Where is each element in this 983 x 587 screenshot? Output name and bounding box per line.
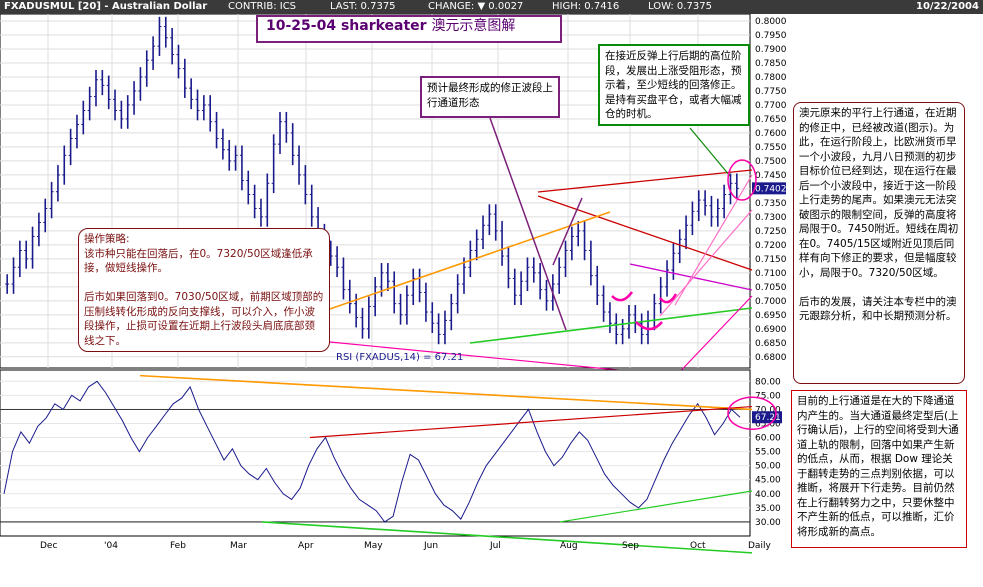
price-tick-label: 0.7350 <box>755 199 787 209</box>
price-tick-label: 0.7950 <box>755 31 787 41</box>
high-label: HIGH: 0.7416 <box>552 1 620 12</box>
price-tick-label: 0.6900 <box>755 325 787 335</box>
rsi-tick-label: 45.00 <box>755 476 781 486</box>
price-tick-label: 0.7000 <box>755 297 787 307</box>
right-bottom-annotation: 目前的上行通道是在大的下降通道内产生的。当大通道最终定型后(上行确认后)，上行的… <box>791 390 967 548</box>
rsi-tick-label: 40.00 <box>755 490 781 500</box>
price-tick-label: 0.7800 <box>755 73 787 83</box>
month-label: May <box>364 541 383 551</box>
rsi-tick-label: 80.00 <box>755 377 781 387</box>
month-label: Feb <box>170 541 186 551</box>
rsi-tick-label: 35.00 <box>755 504 781 514</box>
month-label: Dec <box>40 541 57 551</box>
price-tick-label: 0.6800 <box>755 353 787 363</box>
green-pointer <box>689 127 731 177</box>
top-ellipse <box>727 159 757 201</box>
price-tick-label: 0.7900 <box>755 45 787 55</box>
rsi-tick-label: 60.00 <box>755 434 781 444</box>
purple-arrow-up <box>552 197 583 266</box>
strategy-annotation: 操作策略: 该市种只能在回落后，在0。7320/50区域逢低承接，做短线操作。 … <box>78 228 330 352</box>
month-label: '04 <box>104 541 118 551</box>
header-bar: FXADUSMUL [20] - Australian Dollar CONTR… <box>0 0 983 14</box>
contrib-label: CONTRIB: ICS <box>228 1 297 12</box>
purple-annotation: 预计最终形成的修正波段上行通道形态 <box>420 76 560 118</box>
strategy-pointer-2 <box>671 295 753 381</box>
date-label: 10/22/2004 <box>916 1 979 12</box>
price-tick-label: 0.7550 <box>755 143 787 153</box>
rsi-red-line <box>309 405 753 439</box>
month-label: Oct <box>690 541 706 551</box>
rsi-green-line <box>261 521 753 554</box>
price-tick-label: 0.7600 <box>755 129 787 139</box>
price-tick-label: 0.7450 <box>755 171 787 181</box>
green-annotation: 在接近反弹上行后期的高位阶段，发展出上涨受阻形态，预示着，至少短线的回落修正。是… <box>598 44 750 126</box>
price-tick-label: 0.7050 <box>755 283 787 293</box>
change-label: CHANGE: ▼ 0.0027 <box>428 1 524 12</box>
title-text: 10-25-04 sharkeater <box>266 18 427 34</box>
rsi-green-line-2 <box>559 490 753 523</box>
month-label: Daily <box>748 541 771 551</box>
right-top-annotation: 澳元原来的平行上行通道，在近期的修正中，已经被改道(图示)。为此，在运行阶段上，… <box>793 102 965 384</box>
month-label: Jul <box>489 541 501 551</box>
price-tick-label: 0.7150 <box>755 255 787 265</box>
rsi-line <box>3 380 741 523</box>
rsi-orange-line <box>139 374 753 411</box>
orange-neckline <box>297 211 611 321</box>
last-price-label: 0.7402 <box>755 184 787 194</box>
price-tick-label: 0.8000 <box>755 17 787 27</box>
down-red-trendline <box>537 195 753 271</box>
price-tick-label: 0.7100 <box>755 269 787 279</box>
rsi-ellipse <box>727 396 777 430</box>
last-price-tag <box>752 182 786 195</box>
price-tick-label: 0.7200 <box>755 241 787 251</box>
price-tick-label: 0.7500 <box>755 157 787 167</box>
rsi-tick-label: 55.00 <box>755 448 781 458</box>
rsi-tick-label: 30.00 <box>755 518 781 528</box>
price-tick-label: 0.7300 <box>755 213 787 223</box>
upper-red-trendline <box>537 169 753 193</box>
symbol-label: FXADUSMUL [20] - Australian Dollar <box>4 1 208 12</box>
price-tick-label: 0.7750 <box>755 87 787 97</box>
purple-arrow-down <box>489 117 567 331</box>
rsi-tick-label: 70.00 <box>755 405 781 415</box>
price-tick-label: 0.7700 <box>755 101 787 111</box>
hs-head <box>635 321 663 331</box>
rsi-tick-label: 50.00 <box>755 462 781 472</box>
price-tick-label: 0.7650 <box>755 115 787 125</box>
rsi-tick-label: 75.00 <box>755 391 781 401</box>
month-label: Sep <box>622 541 639 551</box>
green-support-line <box>469 307 753 344</box>
price-tick-label: 0.7250 <box>755 227 787 237</box>
month-label: Mar <box>230 541 247 551</box>
rsi-last-label: 67.21 <box>755 413 781 423</box>
title-box: 10-25-04 sharkeater 澳元示意图解 <box>256 15 562 43</box>
price-tick-label: 0.6850 <box>755 339 787 349</box>
low-label: LOW: 0.7375 <box>648 1 712 12</box>
last-label: LAST: 0.7375 <box>330 1 396 12</box>
hs-right-shoulder <box>659 293 678 304</box>
channel-lower <box>659 209 753 317</box>
hs-left-shoulder <box>611 291 634 302</box>
rsi-title: RSI (FXADUS,14) = 67.21 <box>336 352 463 363</box>
month-label: Jun <box>423 541 438 551</box>
price-tick-label: 0.6950 <box>755 311 787 321</box>
month-label: Aug <box>560 541 578 551</box>
price-tick-label: 0.7850 <box>755 59 787 69</box>
title-cn: 澳元示意图解 <box>431 18 516 34</box>
month-label: Apr <box>298 541 314 551</box>
